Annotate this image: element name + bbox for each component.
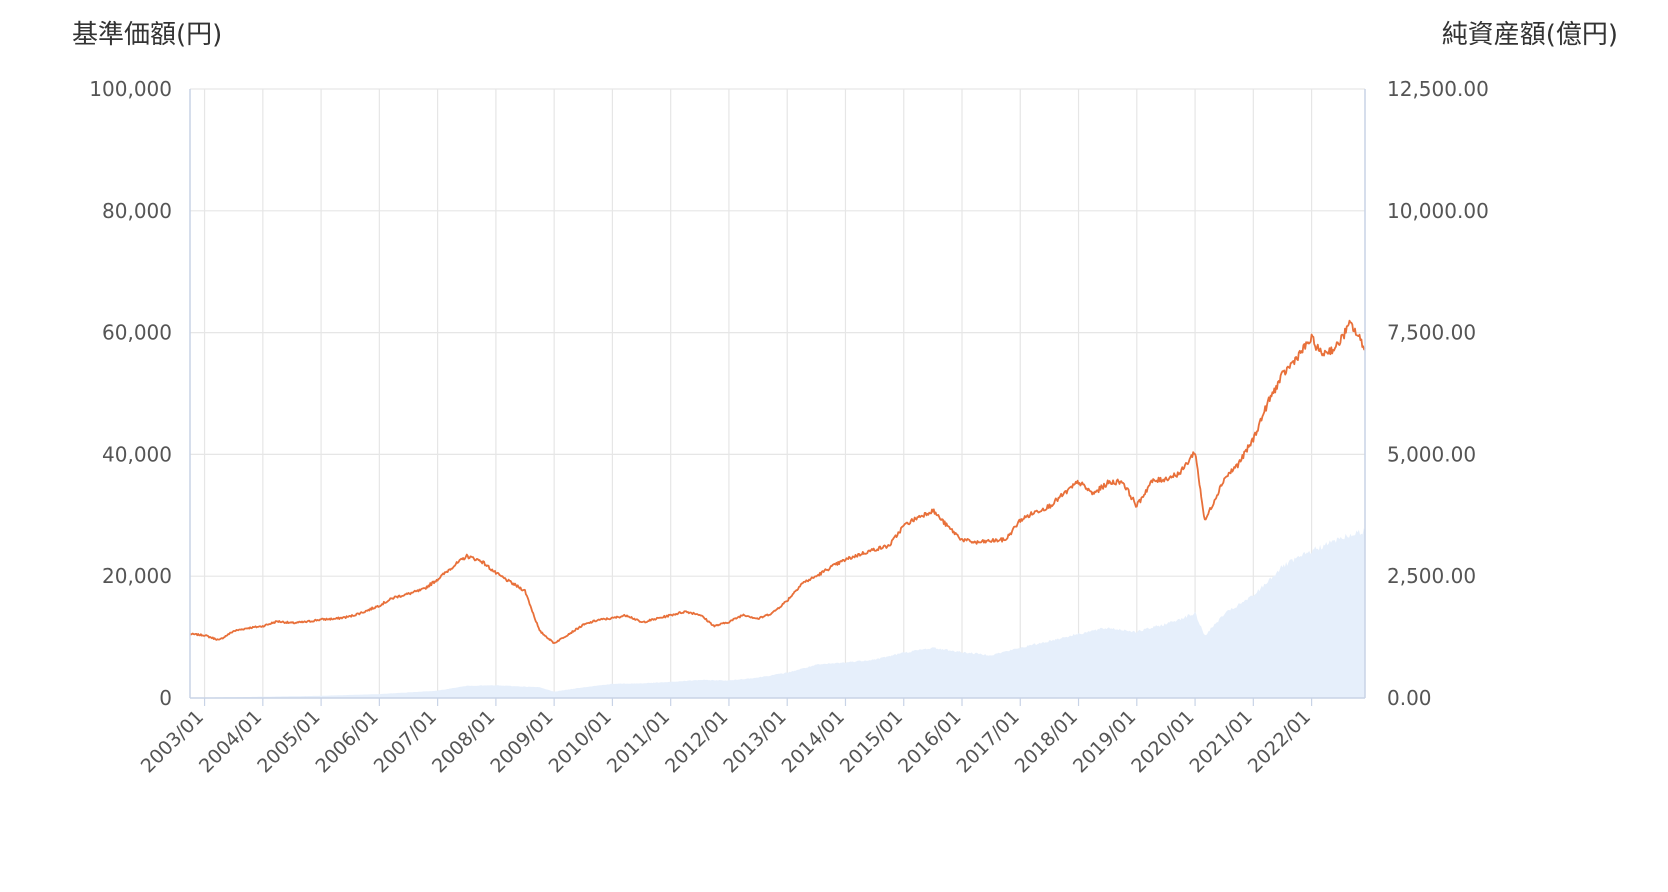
x-tick-label: 2009/01: [486, 706, 557, 777]
x-tick-label: 2013/01: [719, 706, 790, 777]
left-y-tick-label: 100,000: [89, 77, 172, 101]
right-y-tick-label: 2,500.00: [1387, 564, 1476, 588]
x-tick-label: 2003/01: [137, 706, 208, 777]
grid: [190, 88, 1365, 698]
x-tick-label: 2015/01: [836, 706, 907, 777]
right-y-tick-label: 5,000.00: [1387, 442, 1476, 466]
left-y-tick-label: 40,000: [102, 442, 172, 466]
x-tick-label: 2007/01: [370, 706, 441, 777]
right-y-axis-ticks: 0.00 2,500.00 5,000.00 7,500.00 10,000.00 12,…: [1387, 77, 1489, 710]
x-tick-label: 2014/01: [778, 706, 849, 777]
x-tick-label: 2005/01: [253, 706, 324, 777]
right-y-tick-label: 7,500.00: [1387, 321, 1476, 345]
axes: [189, 89, 1366, 706]
x-tick-label: 2019/01: [1069, 706, 1140, 777]
nav-line-path: [189, 319, 1366, 644]
x-axis-ticks: 2003/012004/012005/012006/012007/012008/…: [137, 706, 1315, 777]
x-tick-label: 2020/01: [1127, 706, 1198, 777]
right-y-tick-label: 10,000.00: [1387, 199, 1489, 223]
left-y-tick-label: 0: [159, 686, 172, 710]
x-tick-label: 2017/01: [952, 706, 1023, 777]
nav-line: [189, 319, 1366, 644]
left-y-axis-ticks: 0 20,000 40,000 60,000 80,000 100,000: [89, 77, 172, 710]
left-y-tick-label: 80,000: [102, 199, 172, 223]
x-tick-label: 2012/01: [661, 706, 732, 777]
x-tick-label: 2016/01: [894, 706, 965, 777]
x-tick-label: 2006/01: [312, 706, 383, 777]
x-tick-label: 2010/01: [545, 706, 616, 777]
x-tick-label: 2008/01: [428, 706, 499, 777]
left-y-tick-label: 60,000: [102, 321, 172, 345]
left-y-tick-label: 20,000: [102, 564, 172, 588]
x-tick-label: 2022/01: [1244, 706, 1315, 777]
net-assets-area: [190, 528, 1365, 698]
x-tick-label: 2021/01: [1185, 706, 1256, 777]
right-axis-title: 純資産額(億円): [1441, 20, 1618, 50]
left-axis-title: 基準価額(円): [72, 20, 223, 50]
x-tick-label: 2004/01: [195, 706, 266, 777]
right-y-tick-label: 12,500.00: [1387, 77, 1489, 101]
x-tick-label: 2011/01: [603, 706, 674, 777]
right-y-tick-label: 0.00: [1387, 686, 1432, 710]
net-assets-area-path: [190, 528, 1365, 698]
x-tick-label: 2018/01: [1011, 706, 1082, 777]
